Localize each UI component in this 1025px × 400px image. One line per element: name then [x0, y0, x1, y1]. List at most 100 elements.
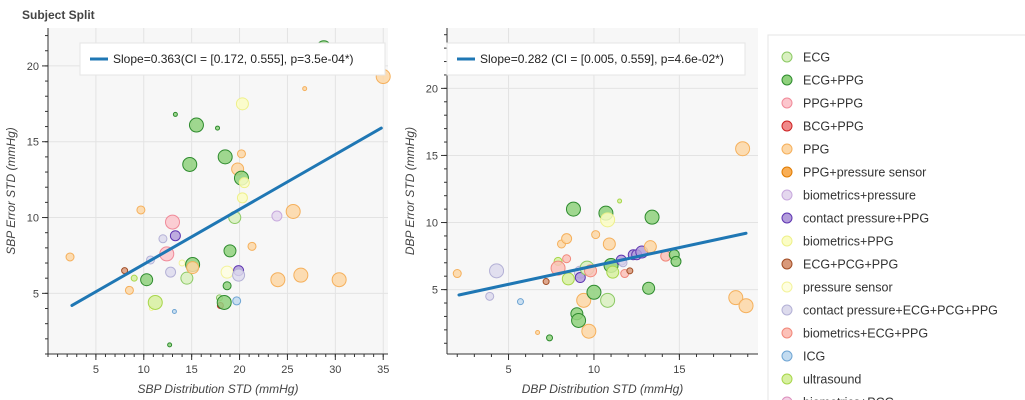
data-point — [247, 241, 257, 251]
data-point — [331, 272, 347, 288]
data-point — [728, 290, 744, 306]
x-tick-label: 20 — [233, 364, 245, 376]
data-point — [180, 271, 194, 285]
legend-swatch — [781, 304, 793, 316]
data-point — [136, 205, 146, 215]
sbp-scatter-panel: 5 10 15 20 25 30 35 5 10 15 20 SBP Distribution STD… — [4, 28, 391, 396]
legend-item-label: contact pressure+PPG — [803, 212, 929, 226]
data-point — [670, 255, 682, 267]
legend-item-label: biometrics+ECG+PPG — [803, 327, 928, 341]
x-tick-label: 25 — [281, 364, 293, 376]
data-point — [285, 203, 301, 219]
legend-swatch — [781, 143, 793, 155]
legend-swatch — [781, 97, 793, 109]
data-point — [165, 266, 177, 278]
data-point — [489, 263, 505, 279]
data-point — [600, 212, 616, 228]
x-axis-title: DBP Distribution STD (mmHg) — [522, 382, 684, 396]
regression-legend-box — [79, 42, 386, 76]
legend-swatch — [781, 396, 793, 400]
data-point — [542, 278, 550, 286]
y-tick-label: 5 — [33, 288, 39, 300]
y-tick-label: 10 — [27, 213, 39, 225]
data-point — [232, 296, 242, 306]
data-point — [574, 272, 586, 284]
regression-legend-label: Slope=0.363(CI = [0.172, 0.555], p=3.5e-… — [113, 52, 354, 66]
data-point — [147, 294, 163, 310]
legend-box — [767, 34, 1025, 400]
data-point — [626, 267, 634, 275]
legend-swatch — [781, 258, 793, 270]
regression-line — [457, 231, 748, 297]
legend-item-label: ICG — [803, 350, 825, 364]
legend-item-label: PPG+PPG — [803, 97, 863, 111]
x-tick-label: 15 — [186, 364, 198, 376]
data-point — [158, 234, 168, 244]
data-point — [167, 342, 173, 348]
data-point — [600, 292, 616, 308]
data-point — [602, 237, 616, 251]
legend-swatch — [781, 350, 793, 362]
legend-swatch — [781, 373, 793, 385]
data-point — [124, 285, 134, 295]
y-axis-title: DBP Error STD (mmHg) — [403, 127, 417, 255]
legend-swatch — [781, 51, 793, 63]
data-point — [65, 252, 75, 262]
x-axis-title: SBP Distribution STD (mmHg) — [138, 382, 299, 396]
legend-item-label: biometrics+PCG — [803, 396, 894, 400]
data-point — [236, 149, 246, 159]
data-point — [140, 273, 154, 287]
x-tick-label: 30 — [329, 364, 341, 376]
legend-item-label: ultrasound — [803, 373, 861, 387]
data-point — [220, 265, 234, 279]
legend-item-label: biometrics+pressure — [803, 189, 916, 203]
data-point — [738, 298, 754, 314]
data-point — [561, 233, 573, 245]
data-point — [186, 261, 200, 275]
data-point — [182, 156, 198, 172]
legend: ECG ECG+PPG PPG+PPG BCG+PPG PPG PPG+pressure … — [767, 34, 1025, 400]
data-point — [586, 284, 602, 300]
regression-line — [70, 126, 383, 307]
legend-swatch — [781, 120, 793, 132]
regression-legend-label: Slope=0.282 (CI = [0.005, 0.559], p=4.6e… — [480, 52, 724, 66]
legend-item-label: ECG+PPG — [803, 74, 864, 88]
data-point — [178, 259, 186, 267]
legend-item-label: ECG+PCG+PPG — [803, 258, 898, 272]
data-point — [617, 198, 623, 204]
data-point — [271, 210, 283, 222]
data-point — [535, 330, 541, 336]
data-point — [222, 281, 232, 291]
legend-swatch — [781, 166, 793, 178]
data-point — [216, 294, 232, 310]
x-tick-label: 10 — [138, 364, 150, 376]
data-point — [169, 230, 181, 242]
x-tick-label: 15 — [673, 364, 685, 376]
data-point — [591, 230, 601, 240]
x-tick-label: 10 — [588, 364, 600, 376]
data-point — [516, 298, 524, 306]
data-point — [581, 323, 597, 339]
legend-swatch — [781, 235, 793, 247]
legend-swatch — [781, 189, 793, 201]
data-point — [576, 292, 592, 308]
y-axis-title: SBP Error STD (mmHg) — [4, 127, 18, 255]
x-tick-label: 5 — [93, 364, 99, 376]
data-point — [302, 86, 308, 92]
data-point — [270, 272, 286, 288]
x-tick-label: 5 — [505, 364, 511, 376]
data-point — [606, 265, 620, 279]
legend-item-label: pressure sensor — [803, 281, 893, 295]
data-point — [232, 268, 246, 282]
legend-swatch — [781, 281, 793, 293]
x-tick-label: 35 — [377, 364, 389, 376]
legend-item-label: PPG+pressure sensor — [803, 166, 926, 180]
data-point — [172, 111, 178, 117]
chart-title: Subject Split — [22, 8, 95, 22]
data-point — [561, 272, 575, 286]
data-point — [546, 334, 554, 342]
data-point — [644, 209, 660, 225]
data-point — [571, 312, 587, 328]
data-point — [452, 269, 462, 279]
data-point — [235, 97, 249, 111]
